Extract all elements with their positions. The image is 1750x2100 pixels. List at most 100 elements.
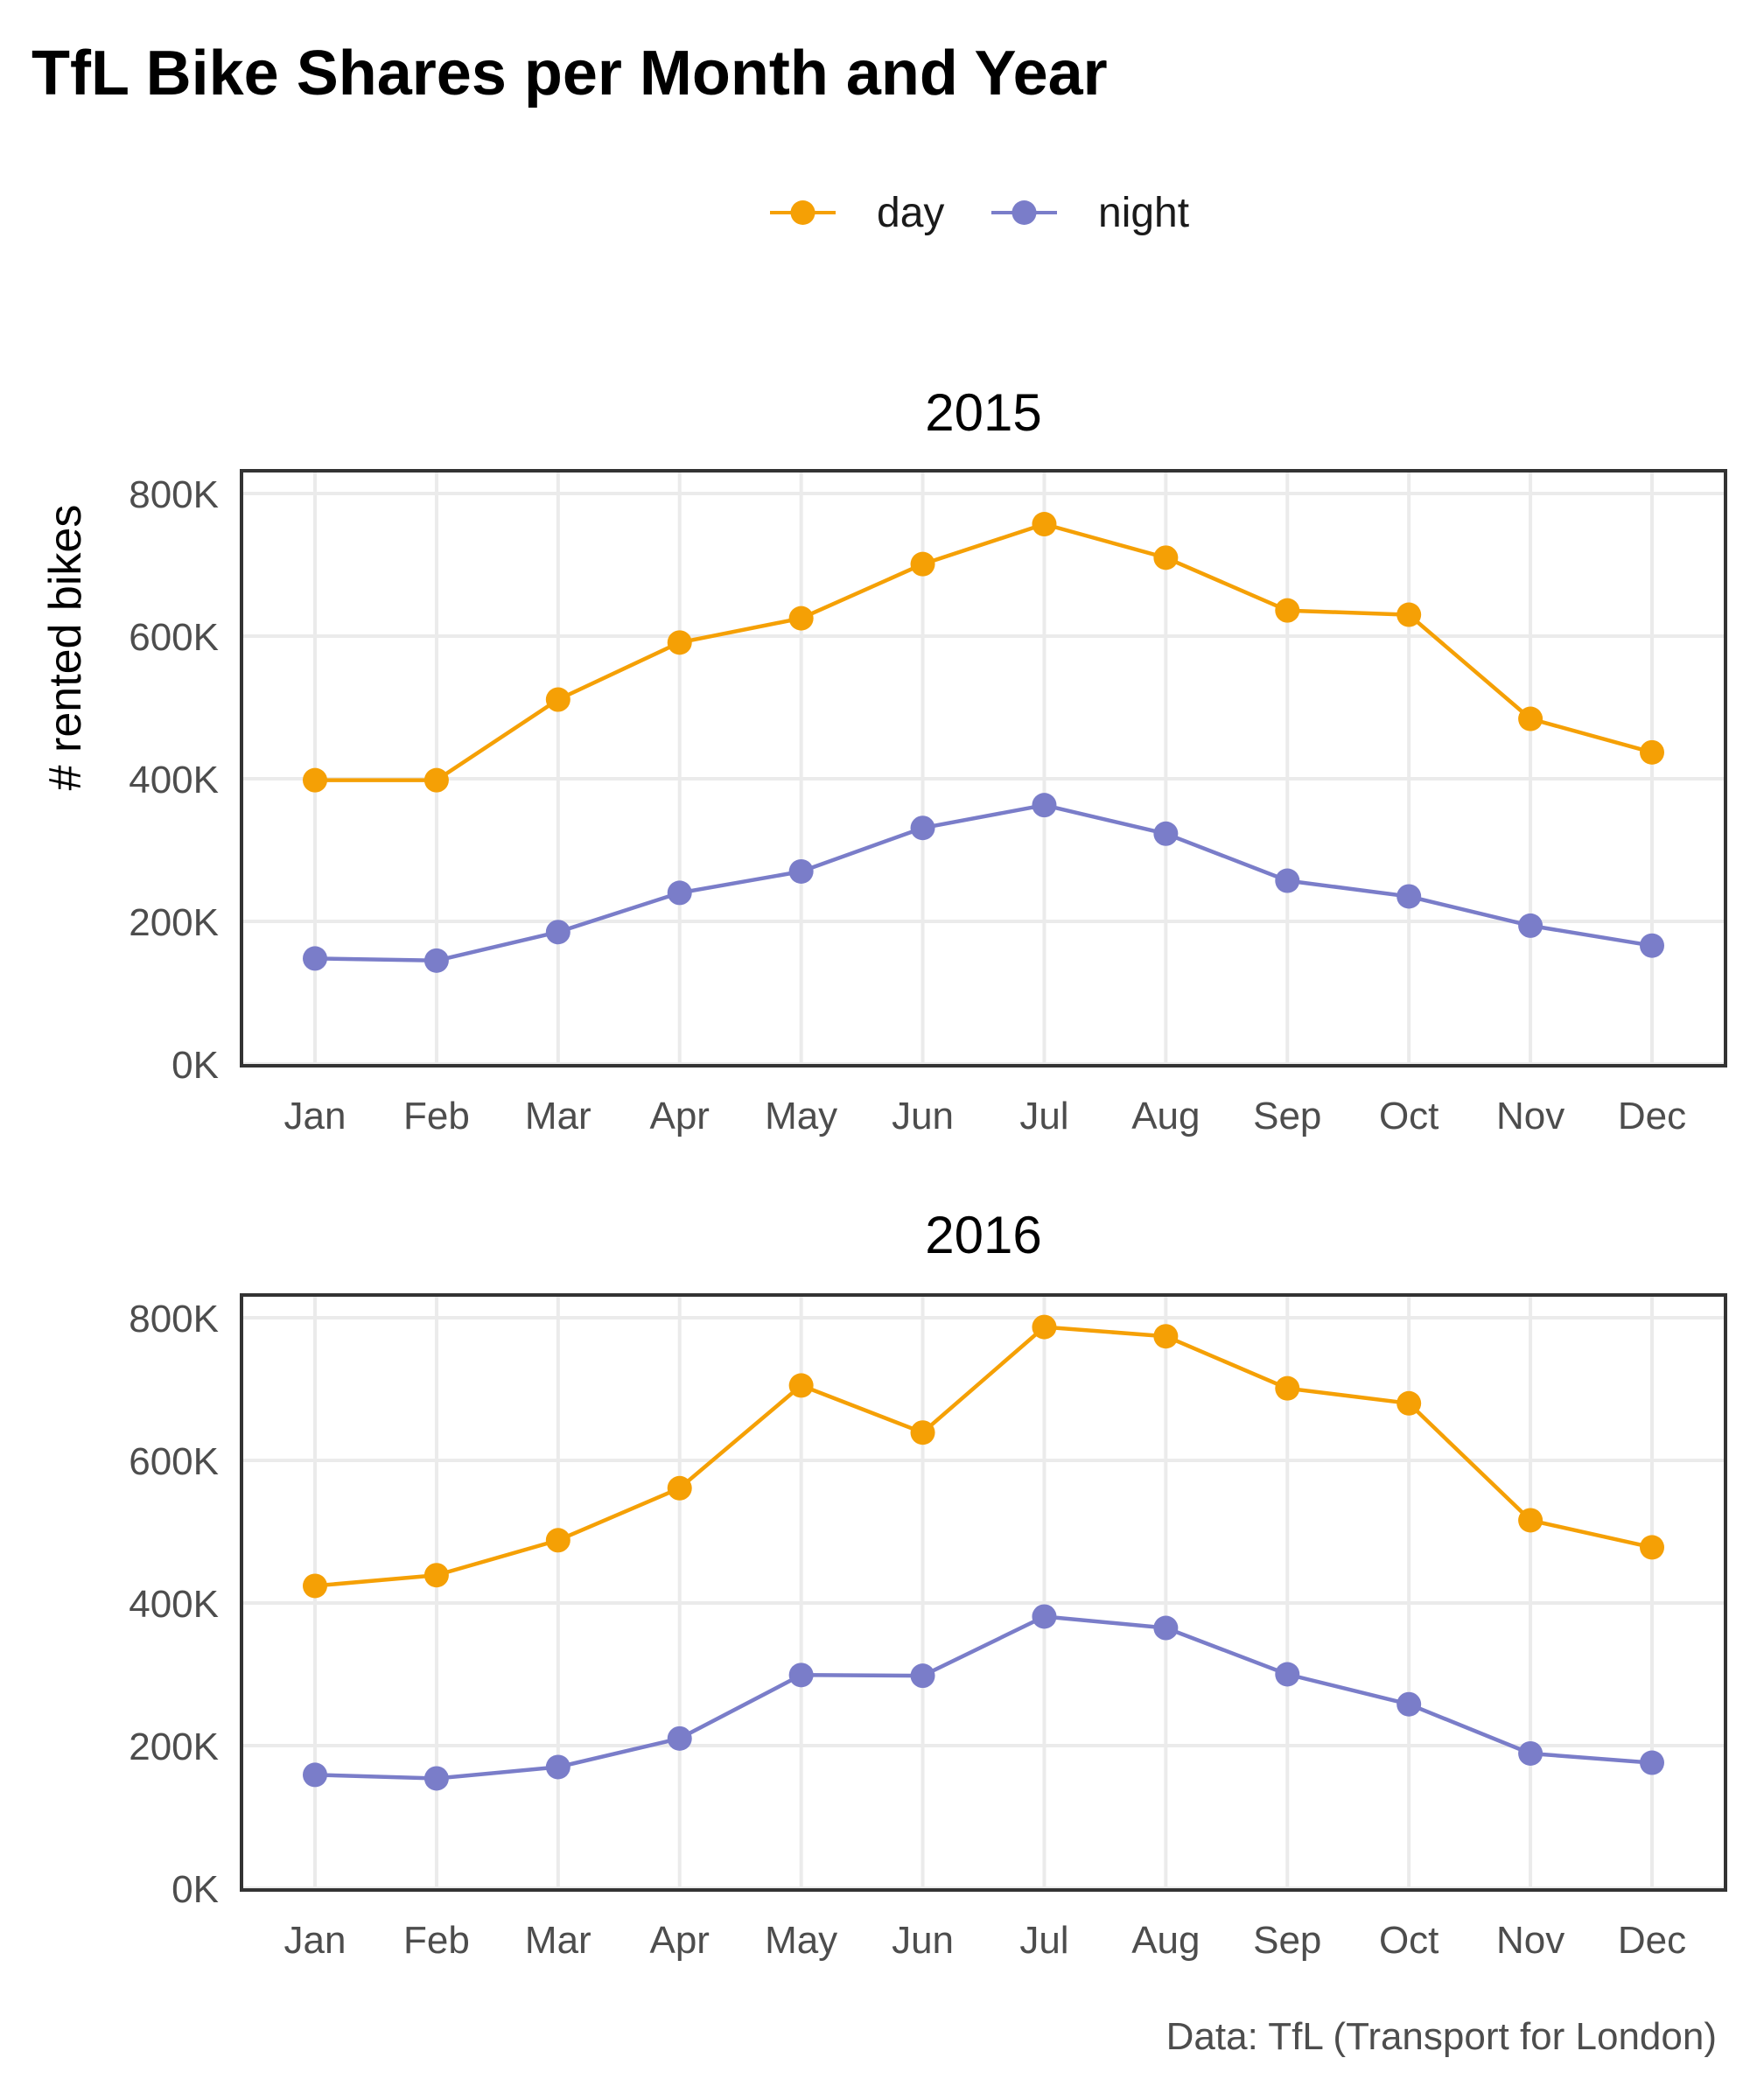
legend-item-night: night [991,190,1189,236]
x-tick-label: Oct [1379,1095,1438,1138]
data-point [1275,598,1300,623]
data-point [1396,1390,1422,1416]
data-point [788,606,814,631]
data-point [667,1475,692,1501]
x-tick-label: Jul [1019,1919,1068,1962]
x-tick-label: Oct [1379,1919,1438,1962]
legend-label: night [1098,190,1189,236]
panel-border [240,1293,1727,1892]
x-tick-label: Nov [1496,1919,1564,1962]
x-tick-label: Feb [403,1095,470,1138]
y-tick-label: 600K [129,616,219,659]
x-tick-label: Mar [525,1919,592,1962]
data-point [1153,821,1179,846]
data-point [910,1420,935,1446]
data-point [424,1563,449,1588]
x-tick-label: Jun [892,1095,954,1138]
x-tick-label: Dec [1618,1095,1686,1138]
data-point [1396,602,1422,627]
data-point [1153,1615,1179,1641]
y-tick-label: 0K [172,1868,219,1911]
data-point [1640,933,1664,958]
chart-title: TfL Bike Shares per Month and Year [32,38,1108,108]
y-axis-title: # rented bikes [40,505,91,791]
facet-label: 2015 [925,383,1041,442]
data-point [303,946,327,971]
y-tick-label: 400K [129,759,219,802]
x-tick-label: Jan [284,1919,346,1962]
legend-key-point [790,200,816,225]
data-point [1518,1508,1544,1533]
series-day [303,512,1664,793]
x-tick-label: May [765,1095,837,1138]
data-point [1518,1740,1544,1766]
data-point [545,687,570,712]
series-line-night [314,802,1653,963]
data-point [1275,1662,1300,1687]
y-tick-label: 600K [129,1440,219,1483]
gridlines [242,471,1726,1066]
series-day [303,1314,1664,1599]
x-tick-label: Aug [1131,1919,1200,1962]
data-point [1032,512,1057,537]
data-point [1640,1750,1664,1775]
data-point [1153,545,1179,570]
x-tick-label: Feb [403,1919,470,1962]
facet-panels: 2015 0K 200K 400K 600K 800K Jan Feb Mar Apr May Jun… [129,383,1727,1962]
data-point [1032,1314,1057,1340]
data-point [545,1528,570,1553]
y-tick-label: 800K [129,473,219,516]
data-point [424,767,449,793]
data-point [667,1726,692,1751]
y-tick-label: 200K [129,901,219,944]
legend-item-day: day [770,190,944,236]
data-point [1396,884,1422,909]
series-night [303,1604,1664,1791]
series-line-day [314,1325,1653,1588]
data-point [303,1762,327,1788]
data-point [1518,913,1544,938]
data-point [788,1662,814,1688]
x-tick-label: Jul [1019,1095,1068,1138]
x-tick-label: Nov [1496,1095,1564,1138]
data-point [667,630,692,655]
data-point [545,1754,570,1780]
data-point [1032,1604,1057,1629]
data-point [667,880,692,906]
y-tick-label: 200K [129,1726,219,1768]
x-tick-label: Sep [1253,1919,1321,1962]
facet-label: 2016 [925,1206,1041,1264]
series-line-day [315,522,1653,782]
data-point [1396,1691,1422,1717]
data-point [1275,868,1300,893]
x-tick-label: Jan [284,1095,346,1138]
legend: day night [770,190,1189,236]
x-tick-label: May [765,1919,837,1962]
x-tick-label: Mar [525,1095,592,1138]
panel-border [240,469,1727,1068]
data-point [303,767,327,793]
data-point [545,920,570,945]
data-point [910,551,935,577]
data-point [424,948,449,973]
legend-label: day [877,190,944,236]
data-point [910,1663,935,1689]
caption: Data: TfL (Transport for London) [1166,2015,1717,2058]
data-point [303,1573,327,1599]
y-tick-label: 0K [172,1044,219,1087]
data-point [1518,706,1544,732]
series-line-night [314,1614,1653,1781]
data-point [1640,1535,1664,1560]
data-point [1032,793,1057,818]
facet-panel-2016: 2016 0K 200K 400K 600K 800K Jan Feb Mar Apr May Jun… [129,1206,1727,1962]
data-point [1275,1376,1300,1401]
x-tick-label: Dec [1618,1919,1686,1962]
y-tick-label: 800K [129,1298,219,1340]
y-tick-label: 400K [129,1583,219,1626]
data-point [788,858,814,884]
gridlines [242,1295,1726,1890]
facet-panel-2015: 2015 0K 200K 400K 600K 800K Jan Feb Mar Apr May Jun… [129,383,1727,1138]
data-point [1153,1324,1179,1349]
